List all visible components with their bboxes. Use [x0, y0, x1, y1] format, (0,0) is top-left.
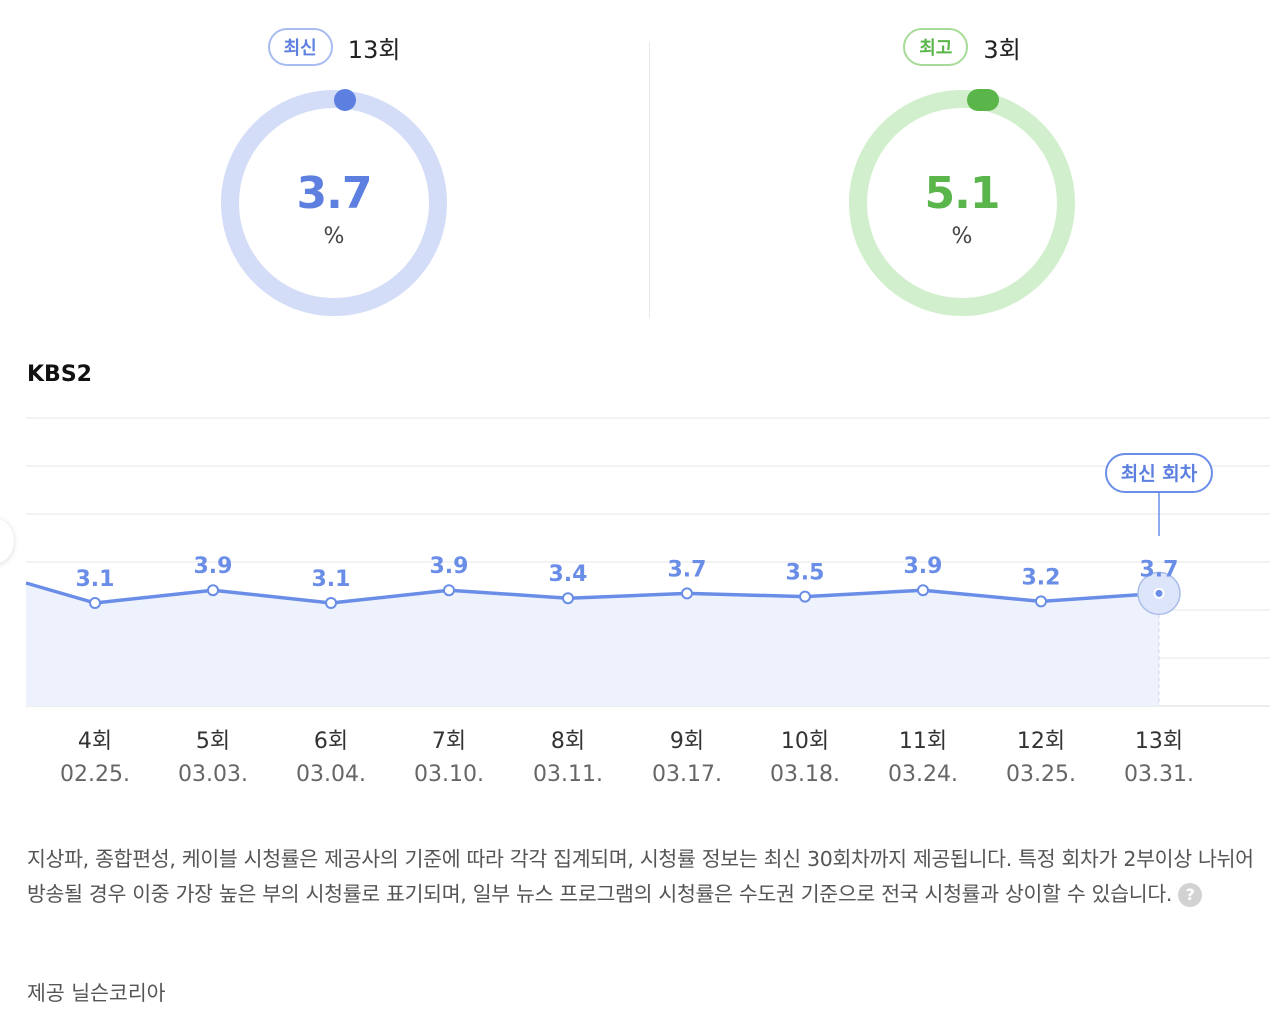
chart-point: [443, 584, 455, 597]
chart-value-label: 3.1: [312, 567, 351, 592]
chart-value-label: 3.5: [786, 561, 825, 586]
chart-episode-label: 6회: [314, 729, 348, 754]
chart-value-label: 3.9: [430, 554, 469, 579]
best-rating-card: 최고 3회 5.1 %: [642, 24, 1282, 324]
stat-divider: [649, 42, 650, 318]
chart-date-label: 03.11.: [533, 762, 603, 787]
chart-date-label: 03.10.: [414, 762, 484, 787]
chart-area: [26, 583, 1159, 706]
ratings-line-chart: 3.1 4회 02.25. 3.9 5회 03.03. 3.1 6회 03.04. 3.9 7회 03…: [25, 417, 1270, 787]
chart-point: [89, 597, 101, 609]
channel-name: KBS2: [27, 362, 92, 387]
latest-rating-ring: 3.7 %: [219, 88, 449, 318]
chart-episode-label: 5회: [196, 729, 230, 754]
latest-episode-badge: [1105, 453, 1213, 493]
best-rating-header: 최고 3회: [642, 28, 1282, 66]
chart-point: [681, 587, 693, 600]
latest-badge: 최신: [267, 28, 333, 66]
help-icon[interactable]: ?: [1178, 883, 1203, 907]
best-episode-count: 3회: [983, 35, 1021, 64]
latest-episode-count: 13회: [347, 35, 401, 64]
chart-date-label: 03.18.: [770, 762, 840, 787]
best-badge: 최고: [903, 28, 969, 66]
data-provider: 제공 닐슨코리아: [27, 981, 166, 1005]
chart-date-label: 03.24.: [888, 762, 958, 787]
latest-ring-indicator: [334, 89, 356, 111]
rating-notice: 지상파, 종합편성, 케이블 시청률은 제공사의 기준에 따라 각각 집계되며,…: [27, 842, 1267, 912]
chart-value-label: 3.9: [904, 554, 943, 579]
latest-ring-graphic: [221, 89, 447, 316]
chart-point: [562, 592, 574, 605]
chart-date-label: 03.03.: [178, 762, 248, 787]
best-rating-ring: 5.1 %: [847, 88, 1077, 318]
best-ring-graphic: [849, 89, 1075, 316]
chart-date-label: 03.17.: [652, 762, 722, 787]
rating-notice-text: 지상파, 종합편성, 케이블 시청률은 제공사의 기준에 따라 각각 집계되며,…: [27, 847, 1254, 906]
chart-point: [799, 590, 811, 603]
latest-rating-value: 3.7: [296, 168, 373, 219]
chart-episode-label: 9회: [670, 729, 704, 754]
latest-rating-unit: %: [323, 224, 345, 249]
chart-episode-label: 12회: [1017, 729, 1065, 754]
latest-rating-card: 최신 13회 3.7 %: [14, 24, 654, 324]
best-ring-indicator: [967, 89, 999, 111]
chart-point: [207, 584, 219, 597]
chart-date-label: 03.25.: [1006, 762, 1076, 787]
chart-episode-label: 11회: [899, 729, 947, 754]
chart-episode-label: 7회: [432, 729, 466, 754]
chart-episode-label: 13회: [1135, 729, 1183, 754]
best-rating-value: 5.1: [924, 168, 1001, 219]
chart-episode-label: 8회: [551, 729, 585, 754]
chart-value-label: 3.7: [668, 557, 707, 582]
best-ring-track: [849, 90, 1075, 316]
chart-value-label: 3.2: [1022, 565, 1061, 590]
chart-point: [917, 584, 929, 597]
chart-scroll-left-button[interactable]: [0, 518, 14, 564]
chart-episode-label: 4회: [78, 729, 112, 754]
latest-ring-track: [221, 90, 447, 316]
chart-point: [1035, 595, 1047, 608]
chart-date-label: 03.31.: [1124, 762, 1194, 787]
chart-point: [325, 597, 337, 609]
chart-value-label: 3.4: [549, 562, 588, 587]
chart-point: [1153, 587, 1165, 599]
best-rating-unit: %: [951, 224, 973, 249]
chart-date-label: 03.04.: [296, 762, 366, 787]
latest-rating-header: 최신 13회: [14, 28, 654, 66]
chart-value-label: 3.1: [76, 567, 115, 592]
chart-episode-label: 10회: [781, 729, 829, 754]
chart-value-label: 3.7: [1140, 557, 1179, 582]
chart-date-label: 02.25.: [60, 762, 130, 787]
chart-value-label: 3.9: [194, 554, 233, 579]
latest-episode-badge-label: 최신 회차: [1121, 463, 1198, 485]
